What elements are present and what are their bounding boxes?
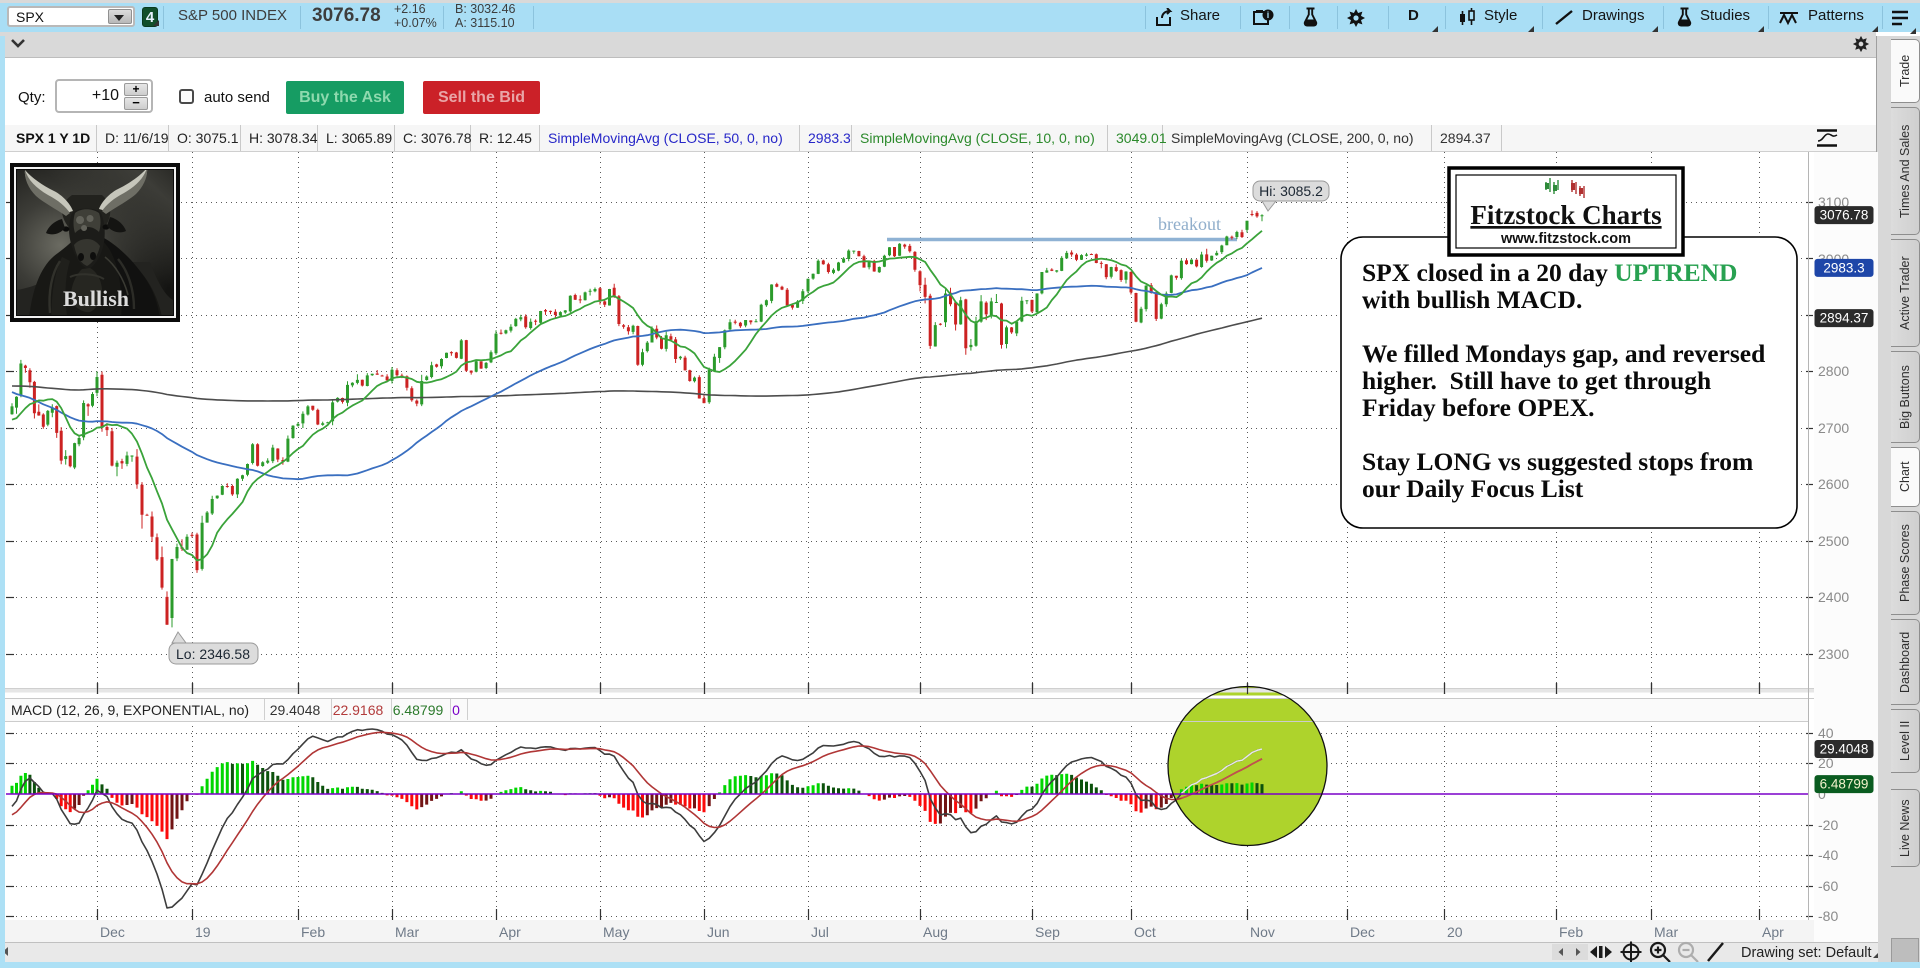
svg-text:with bullish MACD.: with bullish MACD.	[1362, 285, 1582, 314]
svg-text:breakout: breakout	[1158, 214, 1221, 234]
svg-text:Aug: Aug	[923, 924, 948, 940]
svg-text:Friday before OPEX.: Friday before OPEX.	[1362, 393, 1595, 422]
svg-text:Dec: Dec	[1350, 924, 1375, 940]
svg-text:-80: -80	[1818, 908, 1838, 924]
svg-text:Apr: Apr	[499, 924, 521, 940]
svg-text:Feb: Feb	[301, 924, 325, 940]
svg-text:Jun: Jun	[707, 924, 730, 940]
svg-text:-60: -60	[1818, 878, 1838, 894]
svg-text:higher. Still have to get thr: higher. Still have to get through	[1362, 366, 1711, 395]
svg-text:2400: 2400	[1818, 589, 1849, 605]
svg-text:2500: 2500	[1818, 533, 1849, 549]
svg-text:-40: -40	[1818, 847, 1838, 863]
svg-text:Feb: Feb	[1559, 924, 1583, 940]
svg-text:MACD (12, 26, 9, EXPONENTIAL,: MACD (12, 26, 9, EXPONENTIAL, no)	[11, 702, 249, 718]
svg-text:Drawing set: Default: Drawing set: Default	[1741, 945, 1872, 961]
svg-text:20: 20	[1818, 755, 1834, 771]
svg-text:6.48799: 6.48799	[393, 702, 444, 718]
svg-text:www.fitzstock.com: www.fitzstock.com	[1500, 231, 1631, 247]
svg-text:2800: 2800	[1818, 363, 1849, 379]
svg-text:-20: -20	[1818, 817, 1838, 833]
svg-text:Hi: 3085.2: Hi: 3085.2	[1259, 183, 1323, 199]
svg-text:3076.78: 3076.78	[1820, 208, 1869, 223]
svg-text:i: i	[1267, 10, 1270, 20]
svg-text:Oct: Oct	[1134, 924, 1156, 940]
svg-text:2983.3: 2983.3	[1823, 260, 1864, 275]
svg-text:2600: 2600	[1818, 476, 1849, 492]
svg-text:Fitzstock Charts: Fitzstock Charts	[1470, 200, 1661, 230]
svg-text:Lo: 2346.58: Lo: 2346.58	[176, 646, 250, 662]
svg-text:Sep: Sep	[1035, 924, 1060, 940]
svg-text:3100: 3100	[1818, 194, 1849, 210]
svg-text:Mar: Mar	[1654, 924, 1678, 940]
svg-text:29.4048: 29.4048	[1820, 742, 1869, 757]
svg-text:29.4048: 29.4048	[270, 702, 321, 718]
svg-text:Nov: Nov	[1250, 924, 1275, 940]
svg-text:Mar: Mar	[395, 924, 419, 940]
svg-text:Bullish: Bullish	[63, 286, 129, 311]
svg-text:Stay LONG vs suggested stops f: Stay LONG vs suggested stops from	[1362, 447, 1753, 476]
svg-text:40: 40	[1818, 725, 1834, 741]
svg-text:2700: 2700	[1818, 420, 1849, 436]
svg-text:0: 0	[1818, 786, 1826, 802]
svg-text:19: 19	[195, 924, 211, 940]
svg-text:SPX closed in a 20 day UPTREND: SPX closed in a 20 day UPTREND	[1362, 258, 1737, 287]
svg-text:We filled Mondays gap, and rev: We filled Mondays gap, and reversed	[1362, 339, 1765, 368]
svg-text:2894.37: 2894.37	[1820, 311, 1869, 326]
svg-text:Jul: Jul	[811, 924, 829, 940]
svg-text:6.48799: 6.48799	[1820, 777, 1869, 792]
svg-text:Apr: Apr	[1762, 924, 1784, 940]
svg-text:20: 20	[1447, 924, 1463, 940]
svg-text:our Daily Focus List: our Daily Focus List	[1362, 474, 1584, 503]
svg-text:May: May	[603, 924, 629, 940]
svg-text:22.9168: 22.9168	[333, 702, 384, 718]
svg-text:0: 0	[452, 702, 460, 718]
svg-text:2300: 2300	[1818, 646, 1849, 662]
svg-text:Dec: Dec	[100, 924, 125, 940]
